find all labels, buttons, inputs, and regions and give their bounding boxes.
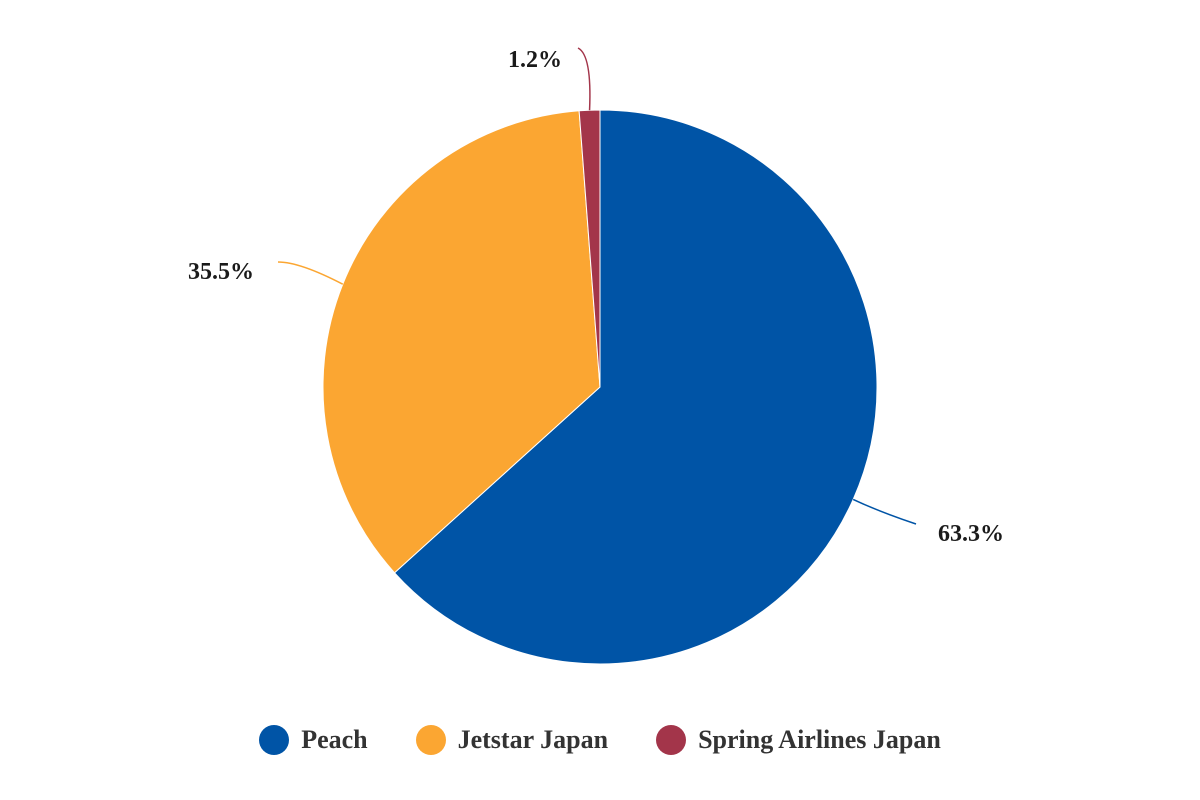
legend-label-peach: Peach: [301, 725, 368, 754]
pie-slice-jetstar-japan[interactable]: [322, 110, 601, 574]
data-label-jetstar-japan: 35.5%: [188, 259, 254, 285]
legend-label-spring-airlines-japan: Spring Airlines Japan: [698, 725, 941, 754]
legend-item-jetstar-japan[interactable]: Jetstar Japan: [415, 725, 609, 755]
data-label-spring-airlines-japan: 1.2%: [508, 47, 562, 73]
leader-line-spring-airlines-japan: [577, 47, 591, 111]
leader-lines: [277, 47, 917, 525]
legend-label-jetstar-japan: Jetstar Japan: [457, 725, 609, 754]
legend-item-spring-airlines-japan[interactable]: Spring Airlines Japan: [656, 725, 941, 755]
legend-swatch-spring-airlines-japan: [656, 725, 687, 755]
data-label-peach: 63.3%: [938, 521, 1004, 547]
legend-swatch-jetstar-japan: [415, 725, 446, 755]
legend-swatch-peach: [259, 725, 290, 755]
pie-slices: [322, 109, 878, 665]
leader-line-jetstar-japan: [277, 261, 344, 285]
legend-item-peach[interactable]: Peach: [259, 725, 368, 755]
leader-line-peach: [852, 498, 917, 525]
pie-slice-spring-airlines-japan[interactable]: [578, 109, 601, 388]
legend: Peach Jetstar Japan Spring Airlines Japa…: [0, 718, 1200, 762]
data-labels: 63.3% 35.5% 1.2%: [188, 47, 1004, 547]
